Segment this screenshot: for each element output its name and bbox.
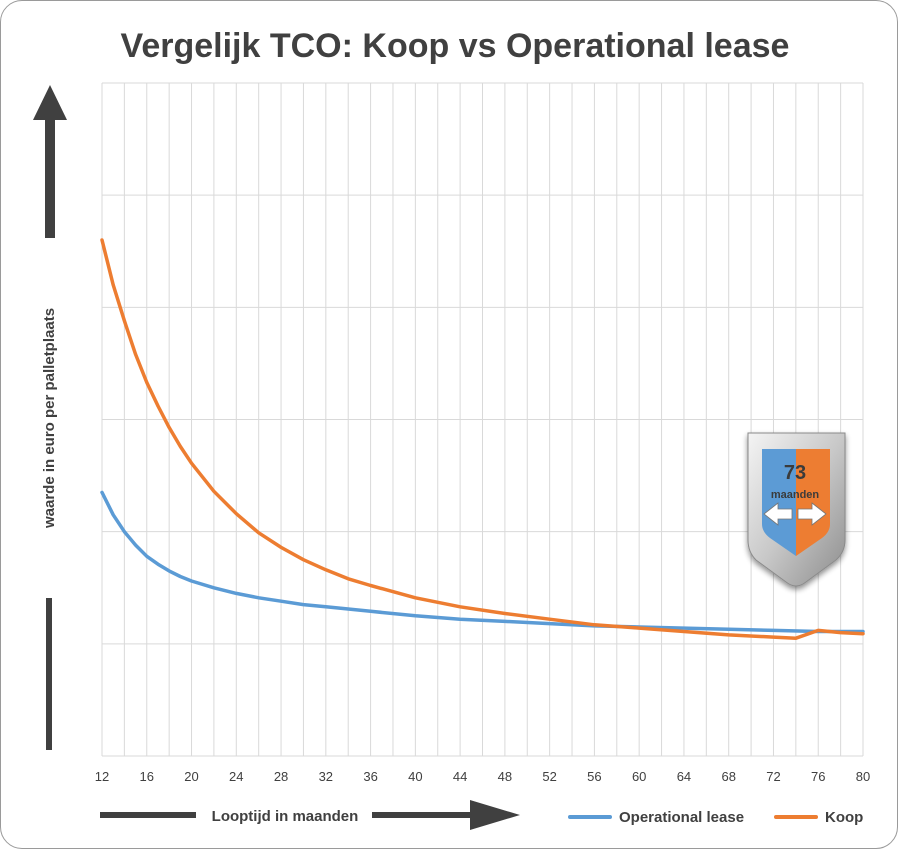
y-arrow-up-icon (33, 85, 67, 238)
x-tick-label: 36 (363, 769, 377, 784)
badge-left-half (762, 449, 796, 556)
x-tick-label: 28 (274, 769, 288, 784)
legend-label-operational-lease: Operational lease (619, 809, 744, 826)
y-axis-label: waarde in euro per palletplaats (41, 308, 58, 529)
arrow-right-icon (797, 502, 827, 526)
x-tick-label: 56 (587, 769, 601, 784)
x-tick-label: 68 (721, 769, 735, 784)
x-tick-labels: 12 16 20 24 28 32 36 40 44 48 52 56 60 64 68 72 76 80 (95, 769, 870, 784)
chart-title: Vergelijk TCO: Koop vs Operational lease (121, 27, 790, 65)
legend: Operational lease Koop (568, 809, 863, 826)
x-tick-label: 76 (811, 769, 825, 784)
x-tick-label: 32 (319, 769, 333, 784)
x-tick-label: 40 (408, 769, 422, 784)
series-lines (100, 238, 865, 640)
y-arrow-tail (46, 598, 52, 750)
legend-label-koop: Koop (825, 809, 863, 826)
arrow-left-icon (763, 502, 793, 526)
x-tick-label: 44 (453, 769, 467, 784)
x-tick-label: 52 (542, 769, 556, 784)
x-tick-label: 16 (140, 769, 154, 784)
x-arrow-tail (100, 812, 196, 818)
x-axis-arrow (100, 800, 520, 830)
x-tick-label: 20 (184, 769, 198, 784)
series-line-koop (100, 238, 865, 640)
badge-right-half (796, 449, 830, 556)
x-axis-label: Looptijd in maanden (212, 808, 359, 825)
series-line-operational-lease (100, 490, 865, 634)
grid-lines (101, 82, 864, 757)
x-tick-label: 60 (632, 769, 646, 784)
x-tick-label: 80 (856, 769, 870, 784)
x-arrow-right-icon (372, 800, 520, 830)
badge-unit: maanden (771, 489, 820, 501)
y-axis-arrow (33, 85, 67, 750)
x-tick-label: 48 (498, 769, 512, 784)
badge-value: 73 (784, 462, 806, 484)
x-tick-label: 64 (677, 769, 691, 784)
x-tick-label: 72 (766, 769, 780, 784)
x-tick-label: 24 (229, 769, 243, 784)
break-even-badge: 73 maanden (747, 432, 846, 587)
x-tick-label: 12 (95, 769, 109, 784)
